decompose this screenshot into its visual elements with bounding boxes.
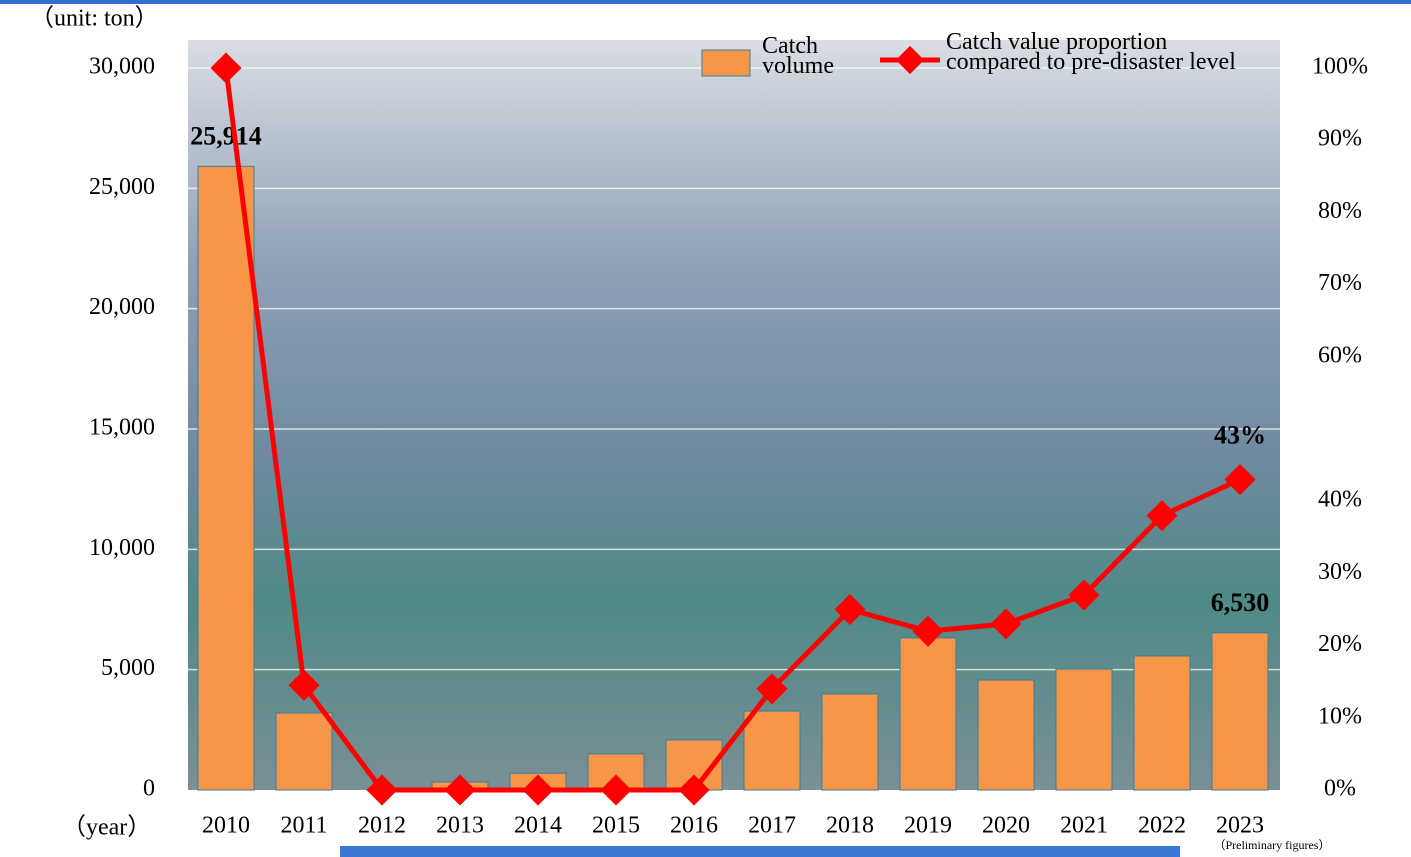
legend-swatch-bar: [701, 49, 751, 77]
bar: [743, 710, 801, 791]
y2-tick-label: 0%: [1324, 776, 1356, 802]
x-tick-label: 2022: [1138, 813, 1186, 839]
marker: [444, 774, 476, 806]
legend-swatch-marker: [895, 45, 925, 75]
y2-tick-label: 30%: [1318, 559, 1362, 585]
top-rule: [0, 0, 1411, 4]
data-label: 25,914: [190, 121, 262, 150]
bar: [197, 165, 255, 791]
x-tick-label: 2020: [982, 813, 1030, 839]
y-tick-label: 10,000: [89, 535, 155, 561]
x-tick-label: 2014: [514, 813, 562, 839]
y2-tick-label: 20%: [1318, 631, 1362, 657]
x-tick-label: 2018: [826, 813, 874, 839]
legend-label: Catch value proportion compared to pre-d…: [946, 29, 1236, 75]
y2-tick-label: 100%: [1312, 54, 1368, 80]
legend-label: Catch volume: [762, 33, 834, 79]
bottom-rule: [340, 846, 1180, 857]
x-tick-label: 2010: [202, 813, 250, 839]
y2-tick-label: 80%: [1318, 198, 1362, 224]
data-label: 43%: [1214, 421, 1266, 450]
x-tick-label: 2012: [358, 813, 406, 839]
y-tick-label: 5,000: [101, 655, 155, 681]
y-tick-label: 30,000: [89, 54, 155, 80]
y2-tick-label: 70%: [1318, 270, 1362, 296]
y2-tick-label: 10%: [1318, 703, 1362, 729]
bar: [1133, 655, 1191, 791]
y2-tick-label: 60%: [1318, 342, 1362, 368]
y2-tick-label: 40%: [1318, 487, 1362, 513]
photo-background: [188, 40, 1280, 790]
y2-tick-label: 90%: [1318, 126, 1362, 152]
y-tick-label: 0: [143, 776, 155, 802]
bar: [1055, 668, 1113, 791]
y-tick-label: 25,000: [89, 174, 155, 200]
marker: [1224, 463, 1256, 496]
y-tick-label: 15,000: [89, 415, 155, 441]
x-tick-label: 2013: [436, 813, 484, 839]
y-tick-label: 20,000: [89, 294, 155, 320]
marker: [288, 669, 320, 701]
marker: [210, 52, 242, 84]
x-tick-label: 2019: [904, 813, 952, 839]
x-tick-label: 2017: [748, 813, 796, 839]
bar: [275, 712, 333, 791]
x-tick-label: 2011: [280, 813, 327, 839]
bar: [899, 637, 957, 791]
bar: [1211, 632, 1269, 791]
unit-label: （unit: ton）: [30, 6, 159, 32]
data-label: 6,530: [1211, 588, 1270, 617]
bar: [977, 679, 1035, 791]
x-tick-label: 2016: [670, 813, 718, 839]
x-tick-label: 2015: [592, 813, 640, 839]
x-tick-label: 2023: [1216, 813, 1264, 839]
note: （Preliminary figures）: [1214, 838, 1331, 852]
bar: [821, 693, 879, 791]
x-axis-label: （year）: [62, 815, 151, 841]
marker: [366, 774, 398, 806]
x-tick-label: 2021: [1060, 813, 1108, 839]
